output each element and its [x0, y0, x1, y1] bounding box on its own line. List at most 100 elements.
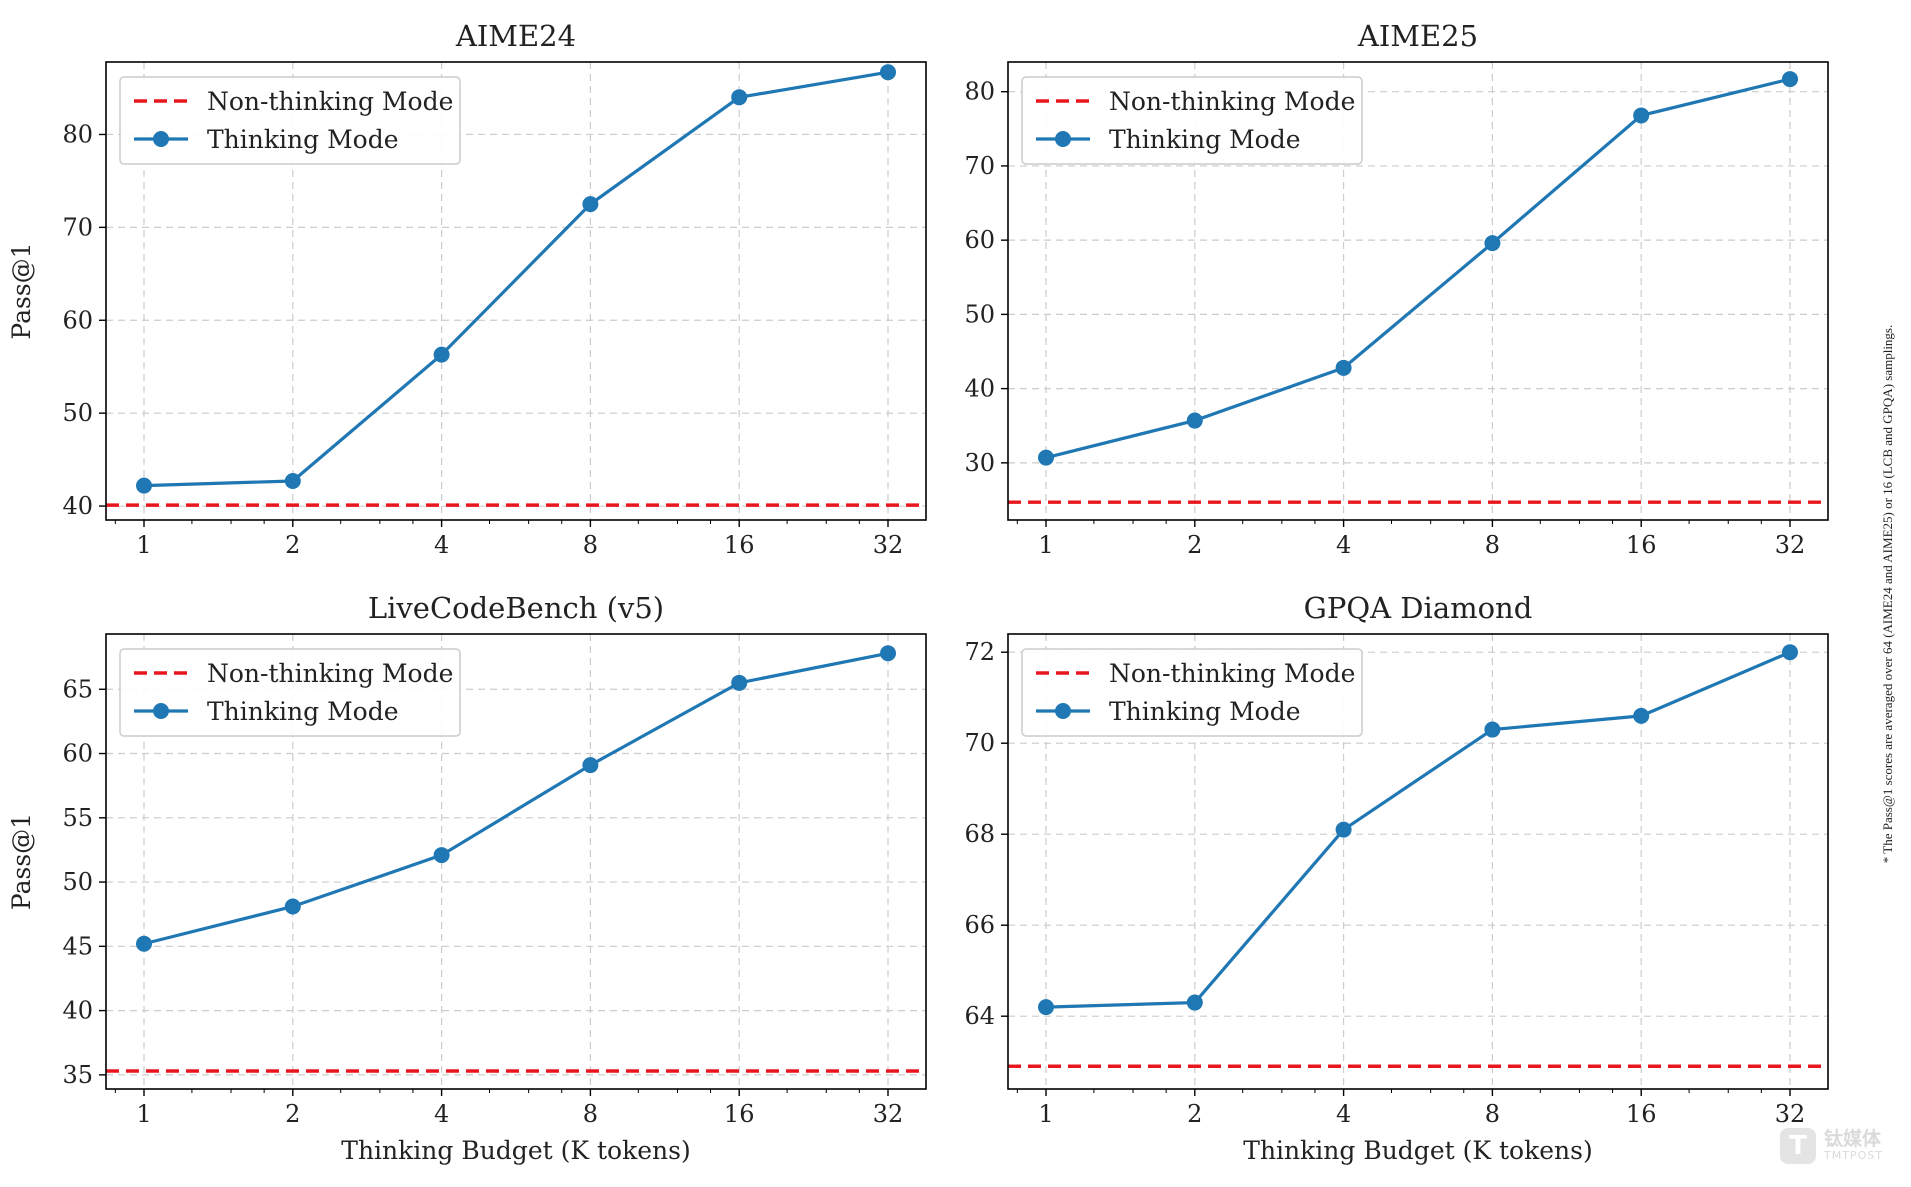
- x-tick-label: 32: [1775, 531, 1806, 559]
- x-tick-label: 16: [724, 1100, 755, 1128]
- watermark-logo-icon: T: [1780, 1128, 1816, 1164]
- thinking-data-point: [582, 757, 599, 774]
- thinking-data-point: [136, 477, 152, 494]
- legend-marker: [153, 131, 169, 147]
- thinking-data-point: [1484, 235, 1501, 252]
- chart-panel-2: 1 2 4 8 16 32 30 40 50 60 70 80 AIME25 Non-thinking M…: [964, 19, 1829, 559]
- thinking-data-point: [880, 64, 896, 81]
- thinking-data-point: [284, 898, 301, 915]
- chart-title: AIME25: [1357, 19, 1478, 53]
- legend-box: [1021, 648, 1363, 737]
- x-tick-label: 32: [873, 531, 904, 559]
- thinking-data-point: [582, 196, 599, 213]
- y-tick-label: 80: [964, 78, 995, 106]
- thinking-data-point: [1186, 994, 1203, 1011]
- thinking-data-point: [433, 847, 450, 864]
- x-tick-label: 2: [285, 531, 300, 559]
- legend-marker: [1055, 703, 1071, 719]
- x-tick-label: 16: [1626, 531, 1657, 559]
- plot-area: [106, 64, 926, 507]
- x-tick-label: 2: [1187, 1100, 1202, 1128]
- thinking-data-point: [1782, 71, 1798, 88]
- legend-box: [119, 76, 461, 165]
- x-tick-label: 4: [1336, 531, 1351, 559]
- x-tick-label: 16: [1626, 1100, 1657, 1128]
- legend-marker: [153, 703, 169, 719]
- thinking-data-point: [1186, 412, 1203, 429]
- watermark-cn: 钛媒体: [1824, 1128, 1882, 1151]
- legend-box: [119, 648, 461, 737]
- thinking-data-point: [433, 346, 450, 363]
- legend-label-thinking: Thinking Mode: [1109, 697, 1301, 726]
- x-axis-label: Thinking Budget (K tokens): [341, 1136, 690, 1165]
- thinking-data-point: [1038, 999, 1054, 1016]
- y-tick-label: 50: [62, 868, 93, 896]
- y-tick-label: 50: [62, 399, 93, 427]
- x-tick-label: 2: [285, 1100, 300, 1128]
- watermark-text: 钛媒体 TMTPOST: [1824, 1128, 1883, 1163]
- legend-label-non-thinking: Non-thinking Mode: [1109, 659, 1355, 688]
- legend-label-non-thinking: Non-thinking Mode: [207, 659, 453, 688]
- legend-marker: [1055, 131, 1071, 147]
- y-tick-label: 30: [964, 449, 995, 477]
- y-tick-label: 35: [62, 1061, 93, 1089]
- plot-area: [1008, 644, 1828, 1068]
- y-tick-label: 50: [964, 300, 995, 328]
- y-tick-label: 72: [964, 638, 995, 666]
- legend: Non-thinking Mode Thinking Mode: [119, 76, 461, 165]
- y-tick-label: 40: [62, 997, 93, 1025]
- watermark: T 钛媒体 TMTPOST: [1780, 1128, 1883, 1164]
- legend: Non-thinking Mode Thinking Mode: [119, 648, 461, 737]
- thinking-data-point: [1335, 821, 1352, 838]
- x-tick-label: 8: [1485, 531, 1500, 559]
- thinking-data-point: [1484, 721, 1501, 738]
- y-tick-label: 68: [964, 820, 995, 848]
- footnote: * The Pass@1 scores are averaged over 64…: [1880, 324, 1895, 864]
- legend-label-thinking: Thinking Mode: [207, 697, 399, 726]
- thinking-series-line: [143, 651, 889, 946]
- thinking-data-point: [136, 935, 152, 952]
- y-tick-label: 70: [62, 213, 93, 241]
- y-axis-label: Pass@1: [7, 242, 36, 339]
- chart-panel-3: 1 2 4 8 16 32 35 40 45 50 55 60 65 LiveCodeBench (v5)…: [7, 591, 927, 1165]
- y-tick-label: 66: [964, 911, 995, 939]
- thinking-data-point: [1782, 644, 1798, 661]
- x-tick-label: 8: [1485, 1100, 1500, 1128]
- thinking-data-point: [1335, 359, 1352, 376]
- thinking-series-line: [1045, 650, 1791, 1009]
- y-axis-label: Pass@1: [7, 813, 36, 910]
- x-tick-label: 8: [583, 531, 598, 559]
- chart-panel-1: 1 2 4 8 16 32 40 50 60 70 80 AIME24 Pass@1 Non-thinki…: [7, 19, 927, 559]
- watermark-en: TMTPOST: [1824, 1149, 1883, 1163]
- x-tick-label: 4: [434, 1100, 449, 1128]
- thinking-data-point: [731, 674, 748, 691]
- thinking-data-point: [1038, 449, 1054, 466]
- chart-title: GPQA Diamond: [1304, 591, 1533, 625]
- chart-panel-4: 1 2 4 8 16 32 64 66 68 70 72 GPQA Diamond Thinking B…: [964, 591, 1829, 1165]
- y-tick-label: 70: [964, 152, 995, 180]
- thinking-data-point: [880, 645, 896, 662]
- x-tick-label: 1: [1038, 531, 1053, 559]
- x-tick-label: 16: [724, 531, 755, 559]
- x-tick-label: 4: [434, 531, 449, 559]
- thinking-series-line: [143, 70, 889, 488]
- x-tick-label: 32: [873, 1100, 904, 1128]
- legend-label-non-thinking: Non-thinking Mode: [207, 87, 453, 116]
- x-tick-label: 1: [136, 531, 151, 559]
- y-tick-label: 60: [62, 306, 93, 334]
- chart-title: LiveCodeBench (v5): [368, 591, 664, 625]
- x-tick-label: 4: [1336, 1100, 1351, 1128]
- chart-title: AIME24: [455, 19, 576, 53]
- plot-area: [106, 645, 926, 1073]
- x-axis-label: Thinking Budget (K tokens): [1243, 1136, 1592, 1165]
- y-tick-label: 40: [62, 492, 93, 520]
- y-tick-label: 45: [62, 932, 93, 960]
- axes-frame: [1007, 61, 1829, 521]
- thinking-data-point: [1633, 707, 1650, 724]
- x-tick-label: 8: [583, 1100, 598, 1128]
- legend-box: [1021, 76, 1363, 165]
- legend-label-thinking: Thinking Mode: [1109, 125, 1301, 154]
- axes-frame: [105, 633, 927, 1090]
- legend-label-non-thinking: Non-thinking Mode: [1109, 87, 1355, 116]
